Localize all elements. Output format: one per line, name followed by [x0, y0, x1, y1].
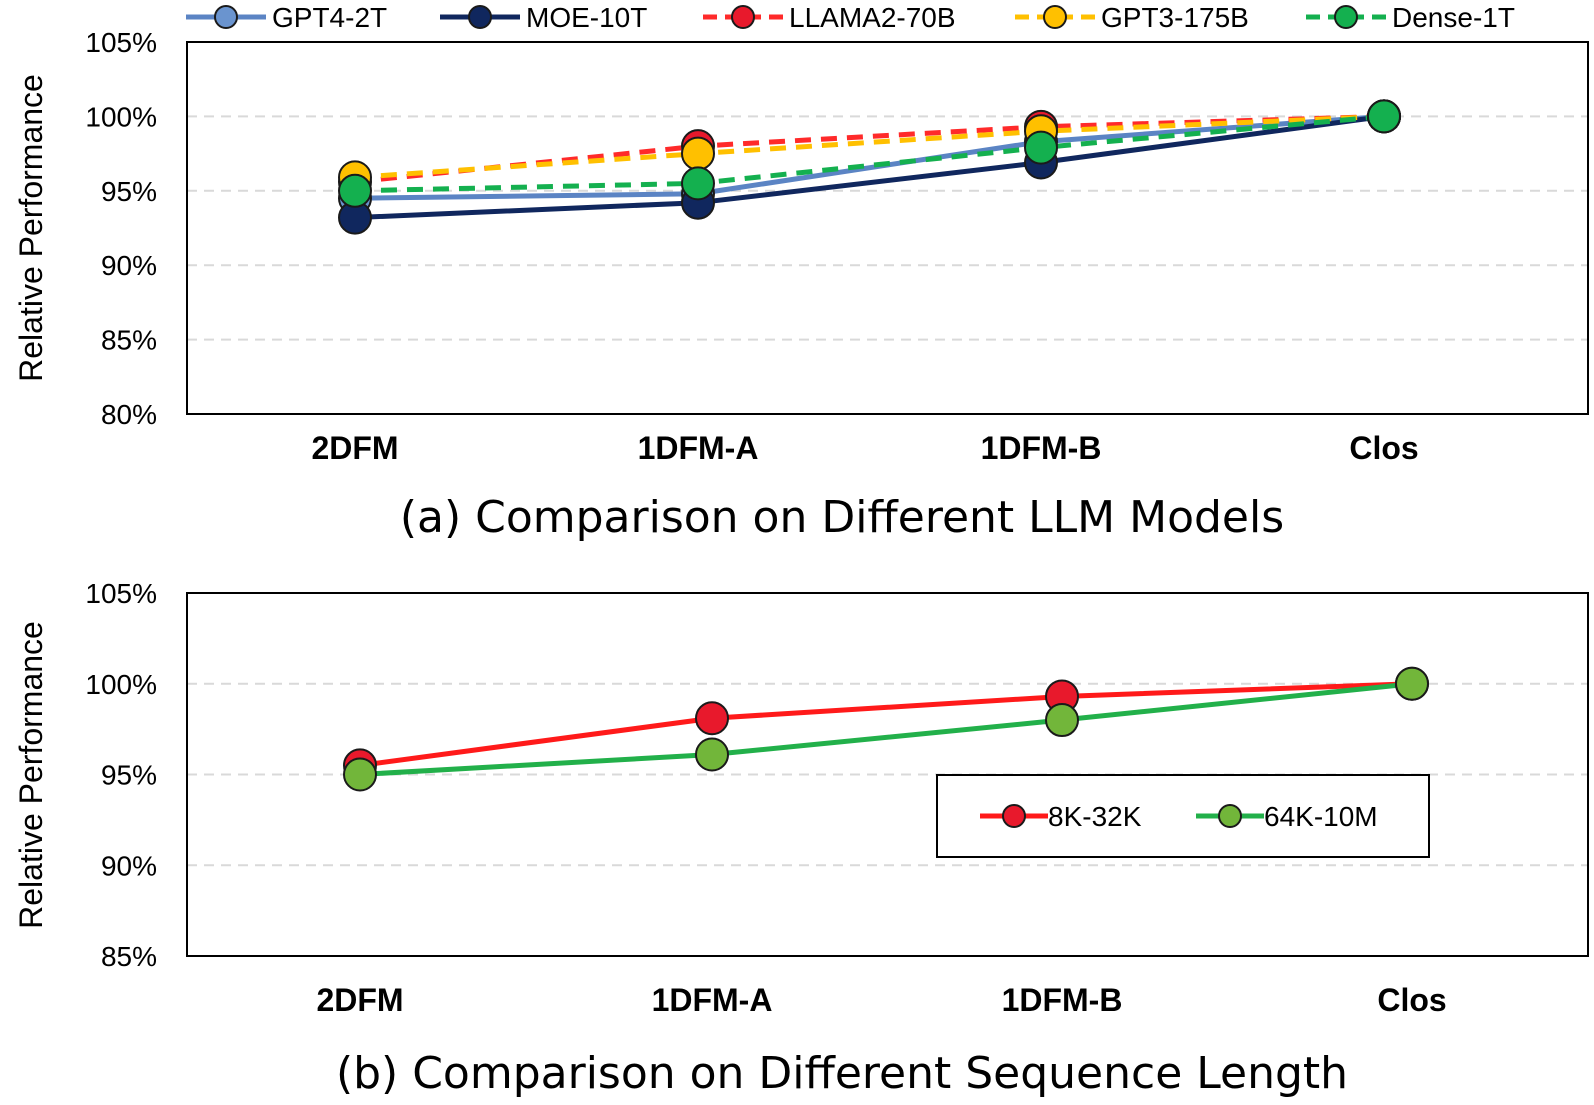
chart-a-ytick-label: 85% — [101, 325, 157, 356]
chart-b-ytick-label: 90% — [101, 850, 157, 881]
legend-label-moe-10t: MOE-10T — [526, 2, 647, 33]
legend-label-llama2-70b: LLAMA2-70B — [789, 2, 956, 33]
data-point-dense-1t — [681, 166, 715, 201]
data-point-8k-32k — [695, 701, 729, 736]
series-line-8k-32k — [357, 681, 1415, 768]
data-point-dense-1t — [1024, 130, 1058, 165]
data-point-dense-1t — [338, 173, 372, 208]
legend-label-dense-1t: Dense-1T — [1392, 2, 1515, 33]
chart-a-xtick-label: Clos — [1349, 430, 1418, 466]
chart-b-legend: 8K-32K 64K-10M — [936, 774, 1430, 858]
chart-b-xtick-label: Clos — [1377, 982, 1446, 1018]
chart-a-ytick-label: 95% — [101, 176, 157, 207]
chart-a-ytick-label: 80% — [101, 399, 157, 430]
chart-b-ytick-label: 100% — [85, 669, 157, 700]
legend-label-64k-10m: 64K-10M — [1264, 801, 1378, 832]
chart-b-xtick-label: 2DFM — [316, 982, 403, 1018]
chart-a-ylabel: Relative Performance — [13, 74, 49, 382]
legend-label-8k-32k: 8K-32K — [1048, 801, 1142, 832]
chart-b-ytick-label: 105% — [85, 578, 157, 609]
chart-b-title: (b) Comparison on Different Sequence Len… — [336, 1048, 1348, 1099]
data-point-64k-10m — [1395, 666, 1429, 701]
chart-a-xtick-label: 1DFM-A — [638, 430, 759, 466]
chart-b-ytick-label: 95% — [101, 760, 157, 791]
legend-label-gpt3-175b: GPT3-175B — [1101, 2, 1249, 33]
chart-b-xtick-label: 1DFM-B — [1002, 982, 1123, 1018]
chart-b-ylabel: Relative Performance — [13, 621, 49, 929]
legend-marker-moe-10t — [468, 5, 492, 29]
legend-label-gpt4-2t: GPT4-2T — [272, 2, 387, 33]
chart-a-title: (a) Comparison on Different LLM Models — [400, 492, 1284, 543]
data-point-dense-1t — [1367, 99, 1401, 134]
data-point-64k-10m — [343, 757, 377, 792]
legend-marker-dense-1t — [1334, 5, 1358, 29]
chart-b-ytick-label: 85% — [101, 941, 157, 972]
legend-marker-gpt3-175b — [1043, 5, 1067, 29]
series-line-gpt3-175b — [354, 113, 1385, 180]
series-line-dense-1t — [354, 113, 1385, 194]
chart-b-xtick-label: 1DFM-A — [652, 982, 773, 1018]
legend-marker-gpt4-2t — [214, 5, 238, 29]
chart-a-xtick-label: 1DFM-B — [981, 430, 1102, 466]
chart-b-plot-area — [186, 592, 1589, 957]
chart-b: 85% 90% 95% 100% 105% 2DFM 1DFM-A 1DFM-B Clos R… — [13, 578, 1589, 1099]
chart-a-ytick-label: 105% — [85, 27, 157, 58]
chart-a-plot-area — [186, 41, 1589, 415]
chart-a-ytick-label: 90% — [101, 250, 157, 281]
chart-a-xtick-label: 2DFM — [311, 430, 398, 466]
series-line-moe-10t — [352, 113, 1387, 221]
legend-marker-8k-32k — [1002, 804, 1026, 828]
series-line-gpt4-2t — [352, 113, 1387, 201]
chart-a: 80% 85% 90% 95% 100% 105% 2DFM 1DFM-A 1DFM-B Clo… — [13, 2, 1589, 543]
chart-a-ytick-label: 100% — [85, 101, 157, 132]
series-line-64k-10m — [357, 681, 1415, 777]
data-point-64k-10m — [1045, 703, 1079, 738]
chart-a-legend: GPT4-2T MOE-10T LLAMA2-70B GPT3-175B Dense-1… — [186, 2, 1515, 33]
data-point-gpt3-175b — [681, 136, 715, 171]
legend-marker-64k-10m — [1218, 804, 1242, 828]
legend-marker-llama2-70b — [731, 5, 755, 29]
data-point-64k-10m — [695, 737, 729, 772]
